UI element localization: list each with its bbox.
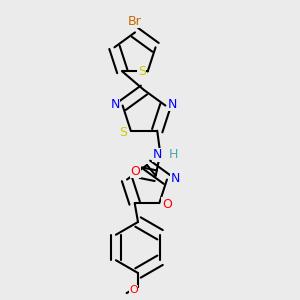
Text: S: S xyxy=(119,126,127,139)
Text: O: O xyxy=(130,165,140,178)
Text: N: N xyxy=(168,98,178,110)
Text: N: N xyxy=(171,172,180,184)
Text: O: O xyxy=(129,285,138,295)
Text: N: N xyxy=(110,98,120,110)
Text: O: O xyxy=(162,198,172,211)
Text: N: N xyxy=(152,148,162,161)
Text: S: S xyxy=(138,65,146,78)
Text: Br: Br xyxy=(128,15,142,28)
Text: H: H xyxy=(169,148,178,161)
